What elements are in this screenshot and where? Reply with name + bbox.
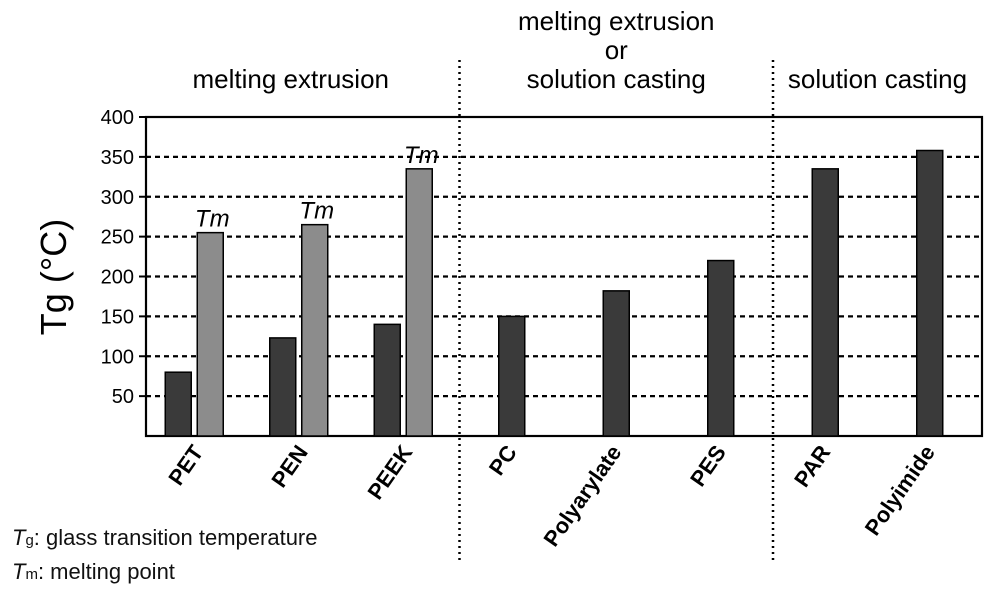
y-tick-label: 150 [101, 306, 134, 328]
category-label: PEN [266, 441, 312, 492]
bar-tg-pc [498, 315, 526, 437]
y-tick-label: 200 [101, 267, 134, 289]
bar-tm-pet [196, 231, 224, 437]
category-label: Polyimide [860, 441, 940, 540]
category-label: PC [484, 440, 522, 479]
y-tick-label: 50 [112, 386, 134, 408]
category-label: PES [685, 441, 731, 491]
bar-tg-pet [164, 371, 192, 437]
group-label: melting extrusion [192, 64, 389, 94]
group-label: solution casting [527, 64, 706, 94]
bar-tm-pen [301, 223, 329, 437]
group-label: or [605, 35, 628, 65]
tm-bar-label: Tm [299, 198, 334, 225]
bar-tg-polyarylate [602, 290, 630, 437]
category-label: PAR [789, 440, 835, 491]
bar-tg-polyimide [916, 149, 944, 437]
tm-note: Tm: melting point [12, 559, 175, 584]
bar-tg-peek [373, 323, 401, 437]
group-label: solution casting [788, 64, 967, 94]
bar-tm-peek [405, 168, 433, 437]
tm-bar-label: Tm [404, 142, 439, 169]
bar-tg-par [811, 168, 839, 437]
chart-notes: Tg: glass transition temperature Tm: mel… [12, 522, 318, 590]
tm-bar-label: Tm [195, 206, 230, 233]
y-tick-label: 300 [101, 187, 134, 209]
y-tick-label: 400 [101, 107, 134, 129]
y-tick-label: 250 [101, 227, 134, 249]
y-axis-label: Tg (°C) [33, 219, 74, 335]
y-tick-label: 100 [101, 346, 134, 368]
group-label: melting extrusion [518, 6, 715, 36]
y-tick-label: 350 [101, 147, 134, 169]
category-label: Polyarylate [539, 441, 627, 552]
category-label: PET [163, 440, 208, 490]
category-label: PEEK [362, 440, 417, 504]
bar-tg-pes [707, 259, 735, 437]
tg-note: Tg: glass transition temperature [12, 525, 318, 550]
bar-tg-pen [269, 337, 297, 437]
